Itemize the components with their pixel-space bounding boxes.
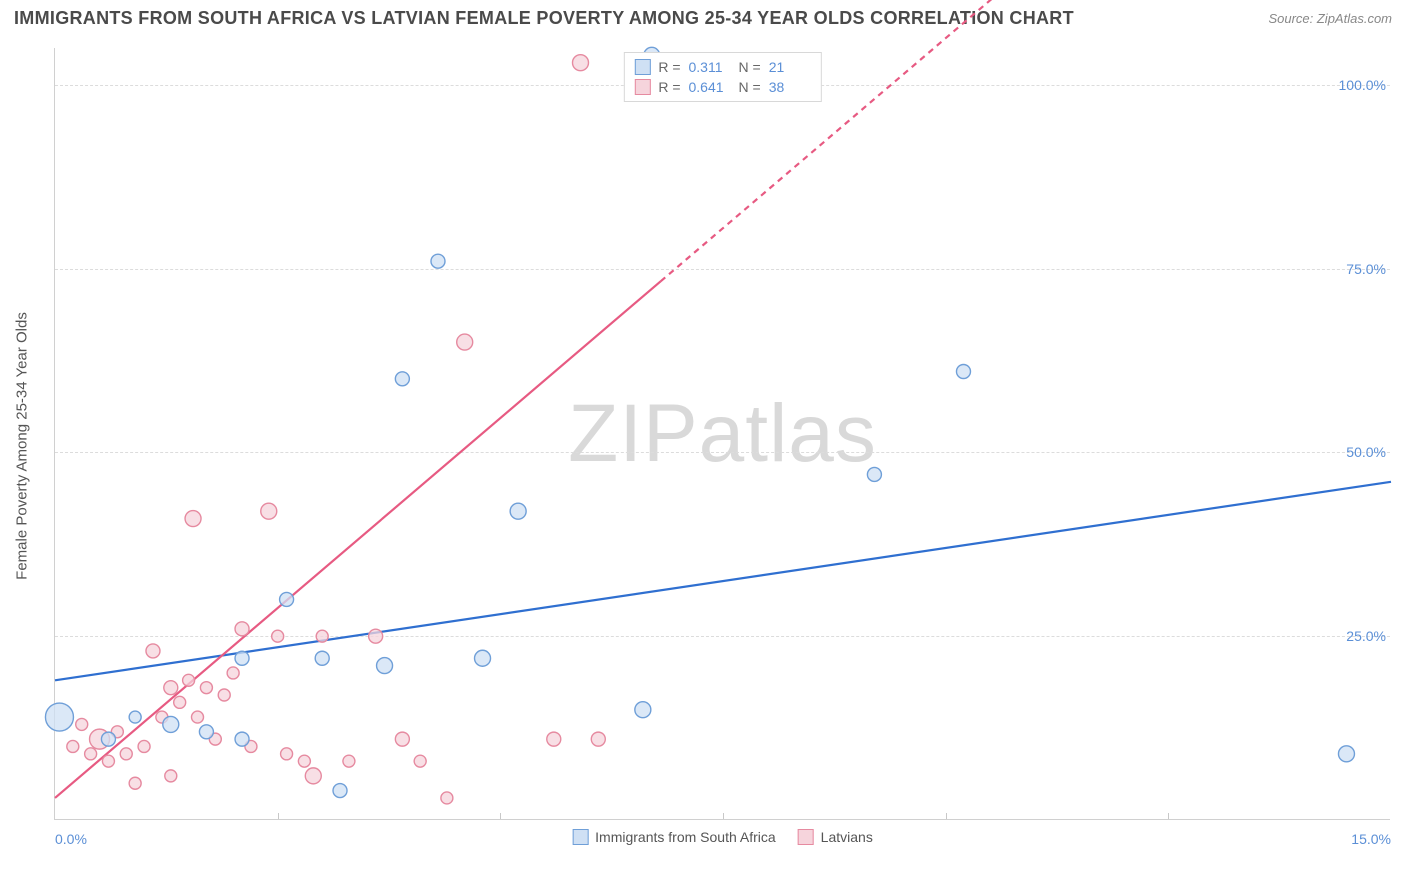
legend-n-label: N =	[739, 57, 761, 77]
data-point	[218, 689, 230, 701]
data-point	[1338, 746, 1354, 762]
data-point	[547, 732, 561, 746]
data-point	[475, 650, 491, 666]
legend-r-value-0: 0.311	[689, 57, 731, 77]
data-point	[261, 503, 277, 519]
legend-series: Immigrants from South Africa Latvians	[572, 829, 873, 845]
legend-stats-row-1: R = 0.641 N = 38	[634, 77, 810, 97]
data-point	[369, 629, 383, 643]
data-point	[101, 732, 115, 746]
data-point	[165, 770, 177, 782]
legend-r-value-1: 0.641	[689, 77, 731, 97]
chart-source: Source: ZipAtlas.com	[1268, 11, 1392, 26]
data-point	[235, 651, 249, 665]
legend-item-0: Immigrants from South Africa	[572, 829, 776, 845]
data-point	[867, 467, 881, 481]
data-point	[85, 748, 97, 760]
legend-label-1: Latvians	[821, 829, 873, 845]
data-point	[146, 644, 160, 658]
data-point	[280, 592, 294, 606]
data-point	[377, 658, 393, 674]
data-point	[76, 718, 88, 730]
data-point	[441, 792, 453, 804]
data-point	[185, 511, 201, 527]
legend-swatch-icon	[798, 829, 814, 845]
x-tick-label: 0.0%	[55, 831, 87, 847]
data-point	[199, 725, 213, 739]
legend-swatch-0	[634, 59, 650, 75]
data-point	[235, 622, 249, 636]
data-point	[235, 732, 249, 746]
legend-n-value-1: 38	[769, 77, 811, 97]
data-point	[129, 711, 141, 723]
data-point	[333, 784, 347, 798]
data-point	[414, 755, 426, 767]
chart-header: IMMIGRANTS FROM SOUTH AFRICA VS LATVIAN …	[0, 0, 1406, 35]
x-tick-label: 15.0%	[1351, 831, 1391, 847]
data-point	[102, 755, 114, 767]
data-point	[315, 651, 329, 665]
y-tick-label: 75.0%	[1346, 261, 1392, 277]
data-point	[510, 503, 526, 519]
legend-r-label: R =	[658, 77, 680, 97]
data-point	[431, 254, 445, 268]
y-tick-label: 25.0%	[1346, 628, 1392, 644]
data-point	[281, 748, 293, 760]
data-point	[174, 696, 186, 708]
data-point	[192, 711, 204, 723]
y-tick-label: 100.0%	[1339, 77, 1392, 93]
legend-n-value-0: 21	[769, 57, 811, 77]
chart-plot-area: ZIPatlas R = 0.311 N = 21 R = 0.641 N = …	[54, 48, 1390, 820]
data-point	[305, 768, 321, 784]
data-point	[316, 630, 328, 642]
data-point	[163, 716, 179, 732]
y-tick-label: 50.0%	[1346, 444, 1392, 460]
chart-title: IMMIGRANTS FROM SOUTH AFRICA VS LATVIAN …	[14, 8, 1074, 29]
data-point	[138, 740, 150, 752]
legend-swatch-1	[634, 79, 650, 95]
data-point	[45, 703, 73, 731]
legend-swatch-icon	[572, 829, 588, 845]
data-point	[272, 630, 284, 642]
data-point	[129, 777, 141, 789]
data-point	[591, 732, 605, 746]
data-point	[635, 702, 651, 718]
data-point	[120, 748, 132, 760]
legend-stats-row-0: R = 0.311 N = 21	[634, 57, 810, 77]
data-point	[183, 674, 195, 686]
data-point	[67, 740, 79, 752]
data-point	[164, 681, 178, 695]
legend-item-1: Latvians	[798, 829, 873, 845]
data-point	[200, 682, 212, 694]
data-point	[457, 334, 473, 350]
data-point	[956, 365, 970, 379]
data-point	[572, 55, 588, 71]
legend-stats: R = 0.311 N = 21 R = 0.641 N = 38	[623, 52, 821, 102]
data-point	[343, 755, 355, 767]
scatter-svg	[55, 48, 1390, 819]
data-point	[395, 732, 409, 746]
legend-n-label: N =	[739, 77, 761, 97]
y-axis-label: Female Poverty Among 25-34 Year Olds	[14, 312, 31, 580]
legend-r-label: R =	[658, 57, 680, 77]
legend-label-0: Immigrants from South Africa	[595, 829, 776, 845]
data-point	[395, 372, 409, 386]
data-point	[227, 667, 239, 679]
data-point	[298, 755, 310, 767]
